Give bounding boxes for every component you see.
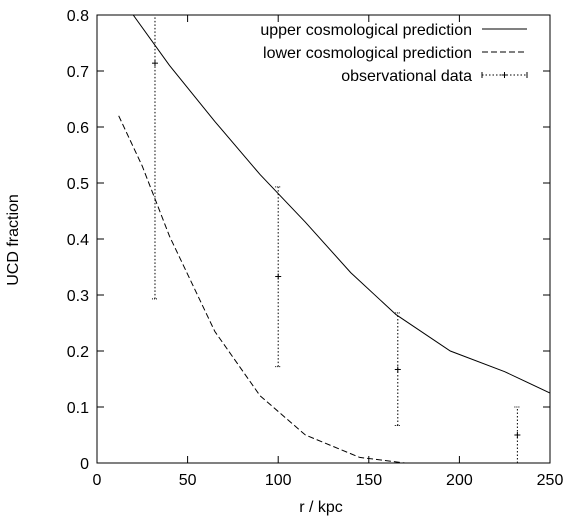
x-tick-label: 150 — [355, 472, 382, 489]
legend-item: lower cosmological prediction — [263, 45, 527, 62]
plot-frame — [96, 14, 551, 464]
error-bar-point — [151, 15, 158, 300]
error-bar-point — [514, 406, 521, 463]
y-tick-label: 0.7 — [67, 64, 89, 81]
y-tick-label: 0.6 — [67, 120, 89, 137]
y-tick-label: 0.3 — [67, 288, 89, 305]
legend-label: observational data — [341, 68, 472, 85]
x-axis-title: r / kpc — [299, 499, 343, 516]
legend-item: observational data — [341, 68, 528, 85]
axes: 0 50 100 150 200 250 0 0.1 0.2 0.3 0.4 0.5 0.6 0.7 0.8 — [67, 8, 564, 489]
legend-label: upper cosmological prediction — [260, 22, 472, 39]
x-tick-label: 250 — [537, 472, 564, 489]
y-tick-label: 0.4 — [67, 232, 89, 249]
x-tick-label: 0 — [93, 472, 102, 489]
y-tick-label: 0.5 — [67, 176, 89, 193]
x-tick-label: 100 — [265, 472, 292, 489]
y-tick-label: 0.2 — [67, 344, 89, 361]
error-bar-point — [394, 312, 401, 426]
error-bar-point — [275, 186, 282, 368]
legend-item: upper cosmological prediction — [260, 22, 527, 39]
x-tick-label: 200 — [446, 472, 473, 489]
legend: upper cosmological prediction lower cosmo… — [260, 22, 528, 85]
y-axis-title: UCD fraction — [5, 194, 22, 286]
legend-label: lower cosmological prediction — [263, 45, 472, 62]
series-line-1 — [132, 15, 550, 394]
plot-area — [118, 15, 550, 463]
x-tick-label: 50 — [179, 472, 197, 489]
y-tick-label: 0.8 — [67, 8, 89, 25]
series-line-2 — [118, 115, 550, 463]
y-tick-label: 0.1 — [67, 400, 89, 417]
y-tick-label: 0 — [80, 456, 89, 473]
